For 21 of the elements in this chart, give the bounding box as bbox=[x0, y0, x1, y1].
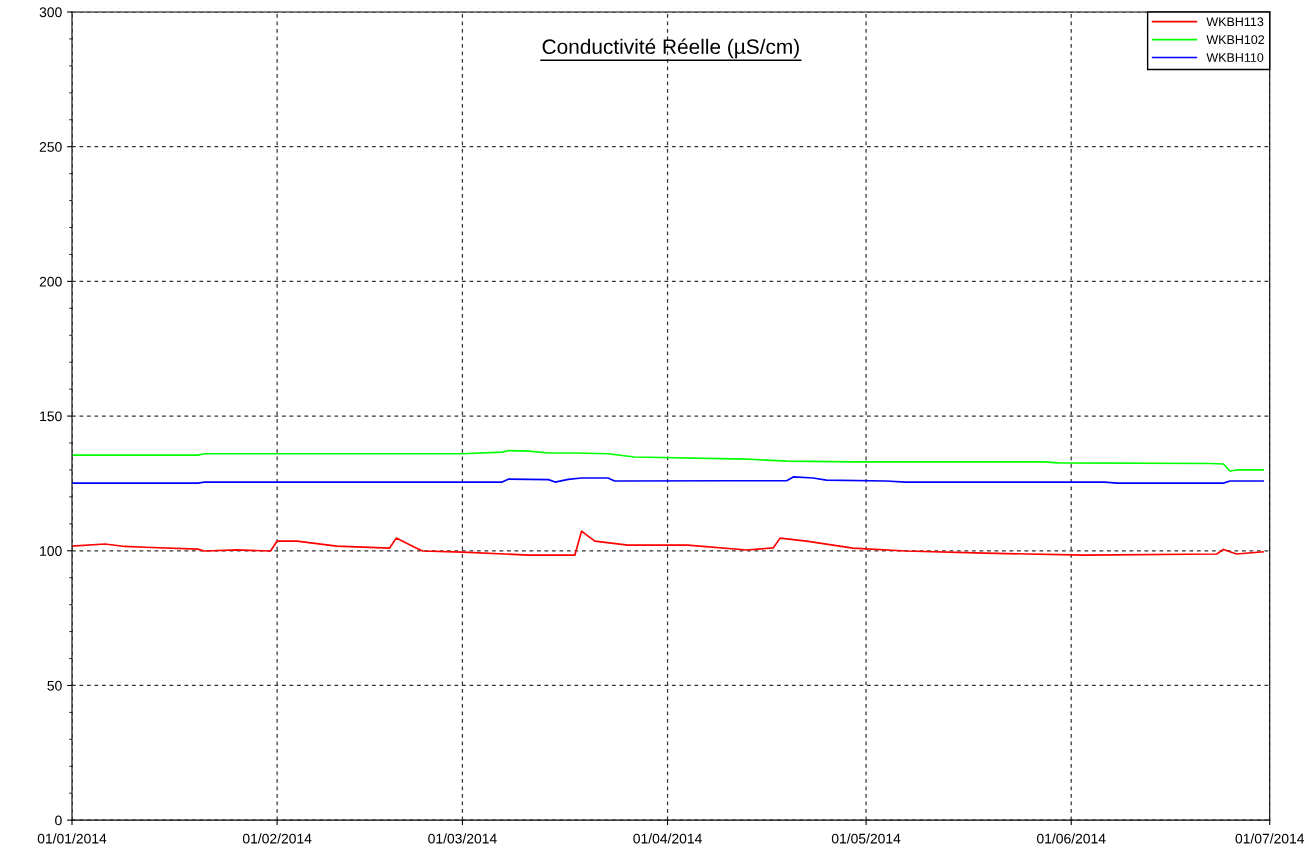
y-tick-label: 100 bbox=[40, 546, 62, 556]
x-tick-label: 01/01/2014 bbox=[37, 833, 107, 844]
line-series bbox=[72, 449, 1264, 472]
y-tick-label: 300 bbox=[39, 7, 62, 18]
x-tick-label: 01/03/2014 bbox=[428, 833, 497, 844]
y-tick-label: 0 bbox=[55, 815, 62, 826]
legend-label: WKBH110 bbox=[1206, 53, 1264, 62]
x-tick-label: 01/02/2014 bbox=[242, 833, 312, 844]
y-tick-label: 250 bbox=[39, 142, 62, 152]
y-tick-label: 150 bbox=[40, 411, 62, 422]
x-tick-label: 01/04/2014 bbox=[633, 833, 702, 844]
text: Conductivité Réelle (µS/cm) bbox=[542, 38, 799, 59]
line-series bbox=[72, 530, 1264, 556]
legend-label: WKBH102 bbox=[1206, 35, 1265, 45]
y-tick-label: 200 bbox=[39, 276, 62, 287]
x-tick-label: 01/07/2014 bbox=[1235, 833, 1305, 844]
line-series bbox=[72, 476, 1264, 484]
x-tick-label: 01/06/2014 bbox=[1037, 833, 1106, 844]
legend-label: WKBH113 bbox=[1206, 17, 1264, 27]
y-tick-label: 50 bbox=[47, 680, 62, 691]
x-tick-label: 01/05/2014 bbox=[831, 833, 901, 844]
